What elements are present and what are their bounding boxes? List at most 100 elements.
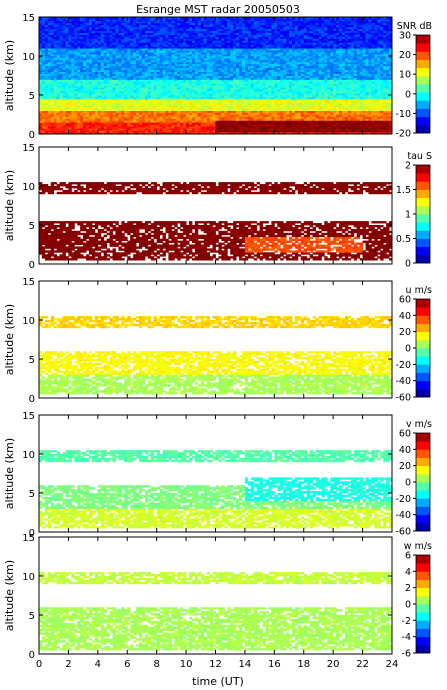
colorbar-step — [416, 67, 430, 77]
colorbar-tick-label: 20 — [399, 461, 411, 472]
xtick-label: 2 — [65, 659, 71, 670]
colorbar-frame — [415, 34, 431, 134]
y-axis-label-v: altitude (km) — [3, 438, 16, 509]
colorbar-step — [416, 620, 430, 629]
heatmap-tau — [39, 182, 393, 261]
ytick-label-w: 0 — [29, 650, 35, 661]
colorbar-tick-label: 40 — [399, 445, 411, 456]
y-axis-label-snr: altitude (km) — [3, 40, 16, 111]
colorbar-tick-label: -20 — [395, 129, 411, 140]
colorbar-tick-label: -2 — [402, 616, 411, 627]
colorbar-tick-label: 10 — [399, 70, 411, 81]
colorbar-step — [416, 59, 430, 69]
colorbar-step — [416, 604, 430, 613]
colorbar-step — [416, 380, 430, 390]
colorbar-step — [416, 92, 430, 101]
ytick-label-u: 0 — [29, 394, 35, 405]
colorbar-step — [416, 84, 430, 93]
ytick-label-v: 10 — [22, 450, 35, 461]
xtick-label: 24 — [386, 659, 399, 670]
colorbar-step — [416, 189, 430, 199]
colorbar-tick-label: -4 — [402, 632, 411, 643]
colorbar-step — [416, 307, 430, 316]
colorbar-label-snr: SNR dB — [397, 21, 432, 32]
colorbar-step — [416, 197, 430, 207]
colorbar-step — [416, 372, 430, 382]
xtick-label: 20 — [327, 659, 340, 670]
ytick-label-tau: 0 — [29, 260, 35, 271]
colorbar-step — [416, 457, 430, 467]
heatmap-snr — [39, 17, 393, 135]
colorbar-step — [416, 506, 430, 516]
colorbar-step — [416, 571, 430, 580]
colorbar-tick-label: 0 — [405, 259, 411, 270]
heatmap-w — [39, 572, 393, 651]
xtick-label: 6 — [124, 659, 130, 670]
y-axis-label-tau: altitude (km) — [3, 170, 16, 241]
colorbar-step — [416, 433, 430, 442]
colorbar-label-v: v m/s — [406, 419, 432, 430]
colorbar-step — [416, 473, 430, 483]
colorbar-tick-label: 60 — [399, 295, 411, 306]
colorbar-tick-label: -6 — [402, 649, 411, 660]
colorbar-step — [416, 364, 430, 373]
xtick-label: 16 — [268, 659, 281, 670]
ytick-label-u: 5 — [29, 355, 35, 366]
colorbar-step — [416, 388, 430, 398]
colorbar-step — [416, 579, 430, 589]
ytick-label-snr: 5 — [29, 91, 35, 102]
colorbar-w: -6 -4 -2 0 2 4 6w m/s — [402, 541, 433, 660]
y-axis-label-u: altitude (km) — [3, 304, 16, 375]
ytick-label-snr: 15 — [22, 13, 35, 24]
colorbar-step — [416, 555, 430, 564]
ytick-label-w: 5 — [29, 611, 35, 622]
xtick-label: 0 — [36, 659, 42, 670]
ytick-label-w: 15 — [22, 533, 35, 544]
colorbar-step — [416, 323, 430, 333]
colorbar-step — [416, 100, 430, 109]
colorbar-tick-label: -40 — [395, 376, 411, 387]
colorbar-tick-label: 40 — [399, 311, 411, 322]
colorbar-u: -60 -40 -20 0 20 40 60u m/s — [395, 285, 432, 404]
heatmap-u — [39, 316, 393, 395]
colorbar-step — [416, 339, 430, 349]
colorbar-step — [416, 222, 430, 231]
ytick-label-tau: 10 — [22, 182, 35, 193]
colorbar-tick-label: 0 — [405, 344, 411, 355]
colorbar-step — [416, 522, 430, 532]
colorbar-step — [416, 449, 430, 458]
colorbar-tick-label: 0 — [405, 89, 411, 100]
colorbar-step — [416, 43, 430, 52]
colorbar-step — [416, 563, 430, 572]
colorbar-step — [416, 214, 430, 223]
colorbar-tick-label: 1.5 — [396, 185, 411, 196]
colorbar-step — [416, 636, 430, 646]
colorbar-step — [416, 315, 430, 324]
colorbar-tick-label: 60 — [399, 429, 411, 440]
colorbar-step — [416, 356, 430, 365]
colorbar-step — [416, 490, 430, 499]
colorbar-step — [416, 108, 430, 118]
colorbar-step — [416, 75, 430, 85]
colorbar-step — [416, 331, 430, 341]
xtick-label: 4 — [95, 659, 101, 670]
xtick-label: 8 — [153, 659, 159, 670]
xtick-label: 22 — [356, 659, 369, 670]
colorbar-tick-label: 1 — [405, 210, 411, 221]
colorbar-label-w: w m/s — [404, 541, 432, 552]
colorbar-step — [416, 254, 430, 264]
colorbar-tick-label: 0.5 — [396, 234, 411, 245]
ytick-label-v: 15 — [22, 411, 35, 422]
colorbar-tick-label: 6 — [405, 551, 411, 562]
colorbar-tick-label: 2 — [405, 583, 411, 594]
colorbar-step — [416, 612, 430, 621]
ytick-label-w: 10 — [22, 572, 35, 583]
ytick-label-tau: 15 — [22, 143, 35, 154]
colorbar-step — [416, 173, 430, 182]
colorbar-tick-label: 30 — [399, 31, 411, 42]
colorbar-tick-label: -60 — [395, 393, 411, 404]
